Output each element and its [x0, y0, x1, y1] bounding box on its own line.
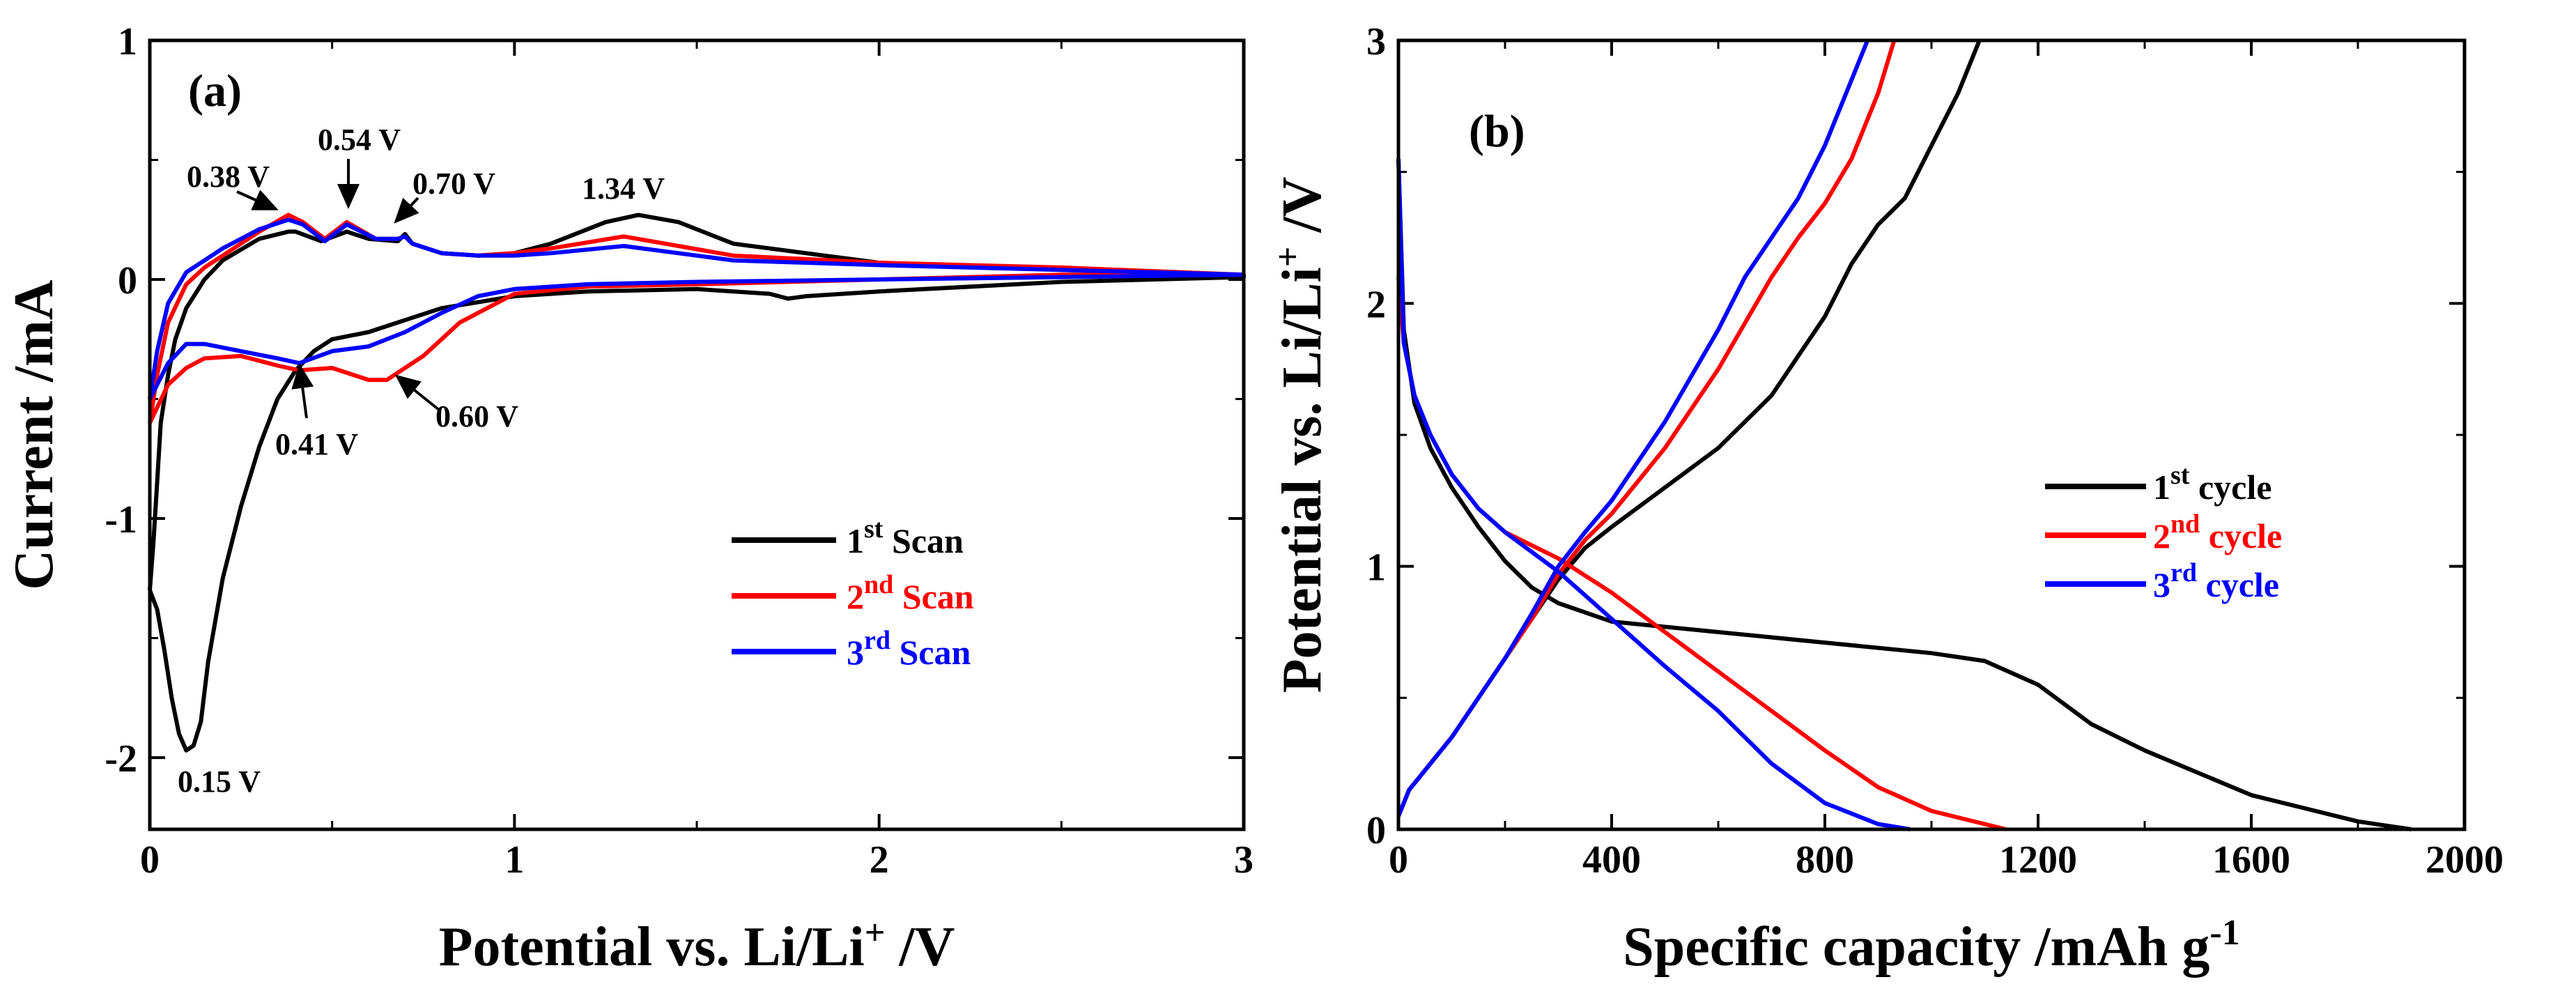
panel-a-xtick-label: 2: [870, 838, 889, 882]
annotation-0-38v: 0.38 V: [187, 160, 270, 194]
panel-b-xtick-label: 800: [1796, 838, 1854, 882]
annotation-0-60v-arrow: [394, 374, 440, 411]
panel-a-frame: [148, 38, 1246, 831]
panel-b-frame: [1396, 38, 2467, 831]
annotation-0-15v: 0.15 V: [178, 765, 261, 799]
panel-a-ytick-label: -1: [105, 498, 137, 541]
panel-b-ylabel: Potential vs. Li/Li+ /V: [1268, 177, 1333, 693]
panel-b-ytick-label: 0: [1366, 809, 1386, 852]
panel-b-xtick-label: 1600: [2212, 838, 2290, 882]
annotation-0-60v: 0.60 V: [435, 399, 518, 433]
panel-b-ytick-label: 2: [1366, 283, 1386, 326]
panel-a-ytick-label: -2: [105, 737, 137, 781]
panel-b-ticks: 0 400 800 1200 1600 2000 0 1 2 3: [1366, 20, 2504, 882]
legend-b-3rd-label: 3rd cycle: [2153, 558, 2279, 604]
panel-a-series-2-line: [148, 213, 1246, 424]
panel-a-ticks: 0 1 2 3 -2 -1 0 1: [105, 20, 1254, 882]
legend-a-2nd-label: 2nd Scan: [847, 570, 974, 616]
panel-a-label: (a): [188, 66, 242, 116]
panel-a-legend: 1st Scan 2nd Scan 3rd Scan: [732, 514, 974, 672]
panel-a-xtick-label: 3: [1234, 838, 1254, 882]
annotation-0-38v-arrow: [236, 190, 279, 210]
legend-b-1st-label: 1st cycle: [2153, 461, 2272, 507]
panel-a-ylabel: Current /mA: [3, 279, 65, 590]
annotation-0-70v-arrow: [394, 197, 419, 224]
legend-a-3rd-label: 3rd Scan: [847, 626, 971, 672]
panel-b-series-3-discharge-line: [1396, 158, 1911, 831]
panel-b-legend: 1st cycle 2nd cycle 3rd cycle: [2045, 461, 2282, 604]
panel-a-annotations: 0.38 V 0.54 V 0.70 V 1.34 V 0.41 V 0.60 …: [178, 123, 665, 799]
panel-a-series: [148, 213, 1246, 753]
panel-b-xlabel: Specific capacity /mAh g-1: [1623, 913, 2239, 978]
panel-a-ytick-label: 1: [118, 20, 137, 63]
panel-b-xtick-label: 0: [1389, 838, 1408, 882]
panel-b-xtick-label: 1200: [1999, 838, 2077, 882]
panel-b-series-3-charge-line: [1396, 39, 1869, 817]
annotation-0-70v: 0.70 V: [412, 167, 495, 201]
panel-b-series-1-discharge-line: [1396, 158, 2412, 831]
panel-a-xtick-label: 1: [504, 838, 524, 882]
panel-a: 0 1 2 3 -2 -1 0 1 (a) Potential vs. Li/Li+ /V C…: [3, 20, 1254, 978]
annotation-0-54v: 0.54 V: [318, 123, 401, 157]
panel-b-ytick-label: 1: [1366, 546, 1386, 590]
panel-b-xtick-label: 2000: [2425, 838, 2504, 882]
panel-b-ytick-label: 3: [1366, 20, 1386, 63]
annotation-0-41v: 0.41 V: [275, 427, 358, 461]
legend-b-2nd-label: 2nd cycle: [2153, 509, 2282, 555]
panel-b: 0 400 800 1200 1600 2000 0 1 2 3 (b) Specific cap…: [1268, 20, 2504, 978]
panel-b-xtick-label: 400: [1582, 838, 1641, 882]
annotation-1-34v: 1.34 V: [582, 171, 665, 206]
panel-b-label: (b): [1469, 106, 1525, 157]
panel-a-series-3-line: [148, 217, 1246, 400]
panel-a-xlabel: Potential vs. Li/Li+ /V: [439, 913, 955, 978]
annotation-0-41v-arrow: [291, 363, 314, 419]
panel-a-series-1-line: [148, 213, 1246, 753]
panel-b-series: [1396, 39, 2412, 831]
panel-a-xtick-label: 0: [140, 838, 160, 882]
legend-a-1st-label: 1st Scan: [847, 514, 964, 560]
panel-a-ytick-label: 0: [118, 259, 137, 302]
